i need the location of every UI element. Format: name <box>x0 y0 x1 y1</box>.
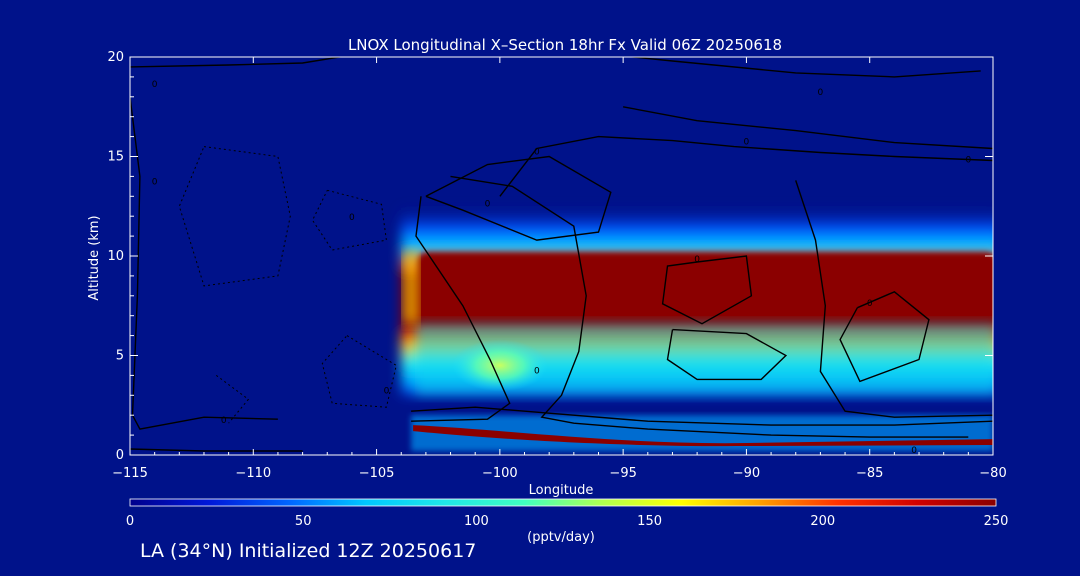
y-tick-label: 5 <box>116 349 124 364</box>
y-tick-label: 0 <box>116 448 124 463</box>
contour-label-13: 0 <box>221 416 227 426</box>
colorbar-label: (pptv/day) <box>527 530 595 545</box>
colorbar-tick-label: 250 <box>984 514 1009 529</box>
contour-lower-tail <box>411 406 993 426</box>
colorbar-tick-label: 200 <box>810 514 835 529</box>
colorbar: 0 50 100 150 200 250 (pptv/day) <box>126 498 1009 545</box>
contour-upper-loop <box>499 135 993 197</box>
contour-west-stem <box>411 196 511 422</box>
lower-band-core <box>413 425 993 447</box>
contour-label-5: 0 <box>818 88 824 98</box>
mid-pocket <box>451 339 548 392</box>
contour-label-7: 0 <box>694 255 700 265</box>
contour-cell-west <box>425 155 612 241</box>
colorbar-tick-label: 150 <box>637 514 662 529</box>
contour-label-12: 0 <box>384 386 390 396</box>
contour-low-west <box>130 448 303 452</box>
dashed-contour-1 <box>178 146 291 287</box>
colorbar-ticks: 0 50 100 150 200 250 <box>126 514 1009 529</box>
contour-label-6: 0 <box>965 155 971 165</box>
dashed-contour-2 <box>311 189 387 251</box>
contour-big-loop <box>450 175 969 438</box>
contour-top-right <box>626 57 981 78</box>
contour-cell-lower <box>666 328 788 381</box>
colorbar-gradient <box>129 498 997 507</box>
x-tick-label: −80 <box>979 466 1006 481</box>
contour-label-4: 0 <box>744 138 750 148</box>
contour-east-curve <box>795 180 993 418</box>
contour-label-1: 0 <box>152 80 158 90</box>
contour-label-9: 0 <box>534 366 540 376</box>
y-tick-label: 15 <box>107 150 124 165</box>
lnox-field <box>401 206 993 452</box>
contour-top <box>130 57 344 68</box>
colorbar-tick-label: 50 <box>295 514 312 529</box>
contour-upper-east <box>622 106 993 150</box>
contour-cell-center <box>661 255 753 325</box>
contour-labels: 0 0 0 0 0 0 0 0 0 0 0 0 0 0 <box>152 80 972 456</box>
x-axis-label: Longitude <box>529 483 594 498</box>
x-tick-label: −85 <box>856 466 883 481</box>
x-tick-label: −115 <box>112 466 148 481</box>
colorbar-tick-label: 100 <box>464 514 489 529</box>
chart-title: LNOX Longitudinal X–Section 18hr Fx Vali… <box>348 36 782 54</box>
upper-band-west-edge <box>403 252 420 324</box>
contour-label-11: 0 <box>349 213 355 223</box>
x-tick-label: −105 <box>359 466 395 481</box>
y-tick-label: 20 <box>107 50 124 65</box>
contour-label-14: 0 <box>911 446 917 456</box>
y-tick-label: 10 <box>107 249 124 264</box>
y-axis: 0 5 10 15 20 <box>107 50 993 463</box>
upper-band-core <box>416 252 993 324</box>
y-axis-label: Altitude (km) <box>87 215 102 300</box>
contour-label-8: 0 <box>867 299 873 309</box>
x-tick-label: −95 <box>609 466 636 481</box>
dashed-contour-4 <box>216 374 250 424</box>
contour-lines <box>130 57 993 452</box>
colorbar-tick-label: 0 <box>126 514 134 529</box>
run-info-footer: LA (34°N) Initialized 12Z 20250617 <box>140 540 477 562</box>
x-tick-label: −110 <box>235 466 271 481</box>
title: LNOX Longitudinal X–Section 18hr Fx Vali… <box>348 36 782 54</box>
contour-cell-east <box>839 290 930 383</box>
x-axis: −115 −110 −105 −100 −95 −90 −85 −80 <box>112 57 1007 481</box>
x-tick-label: −90 <box>733 466 760 481</box>
contour-label-3: 0 <box>534 148 540 158</box>
contour-label-2: 0 <box>485 199 491 209</box>
contour-label-10: 0 <box>152 177 158 187</box>
x-tick-label: −100 <box>482 466 518 481</box>
plot-area: 0 0 0 0 0 0 0 0 0 0 0 0 0 0 <box>130 57 993 456</box>
